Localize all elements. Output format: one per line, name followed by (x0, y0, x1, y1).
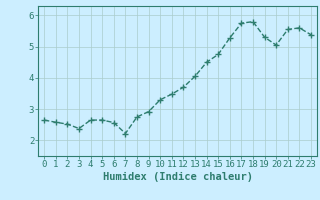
X-axis label: Humidex (Indice chaleur): Humidex (Indice chaleur) (103, 172, 252, 182)
